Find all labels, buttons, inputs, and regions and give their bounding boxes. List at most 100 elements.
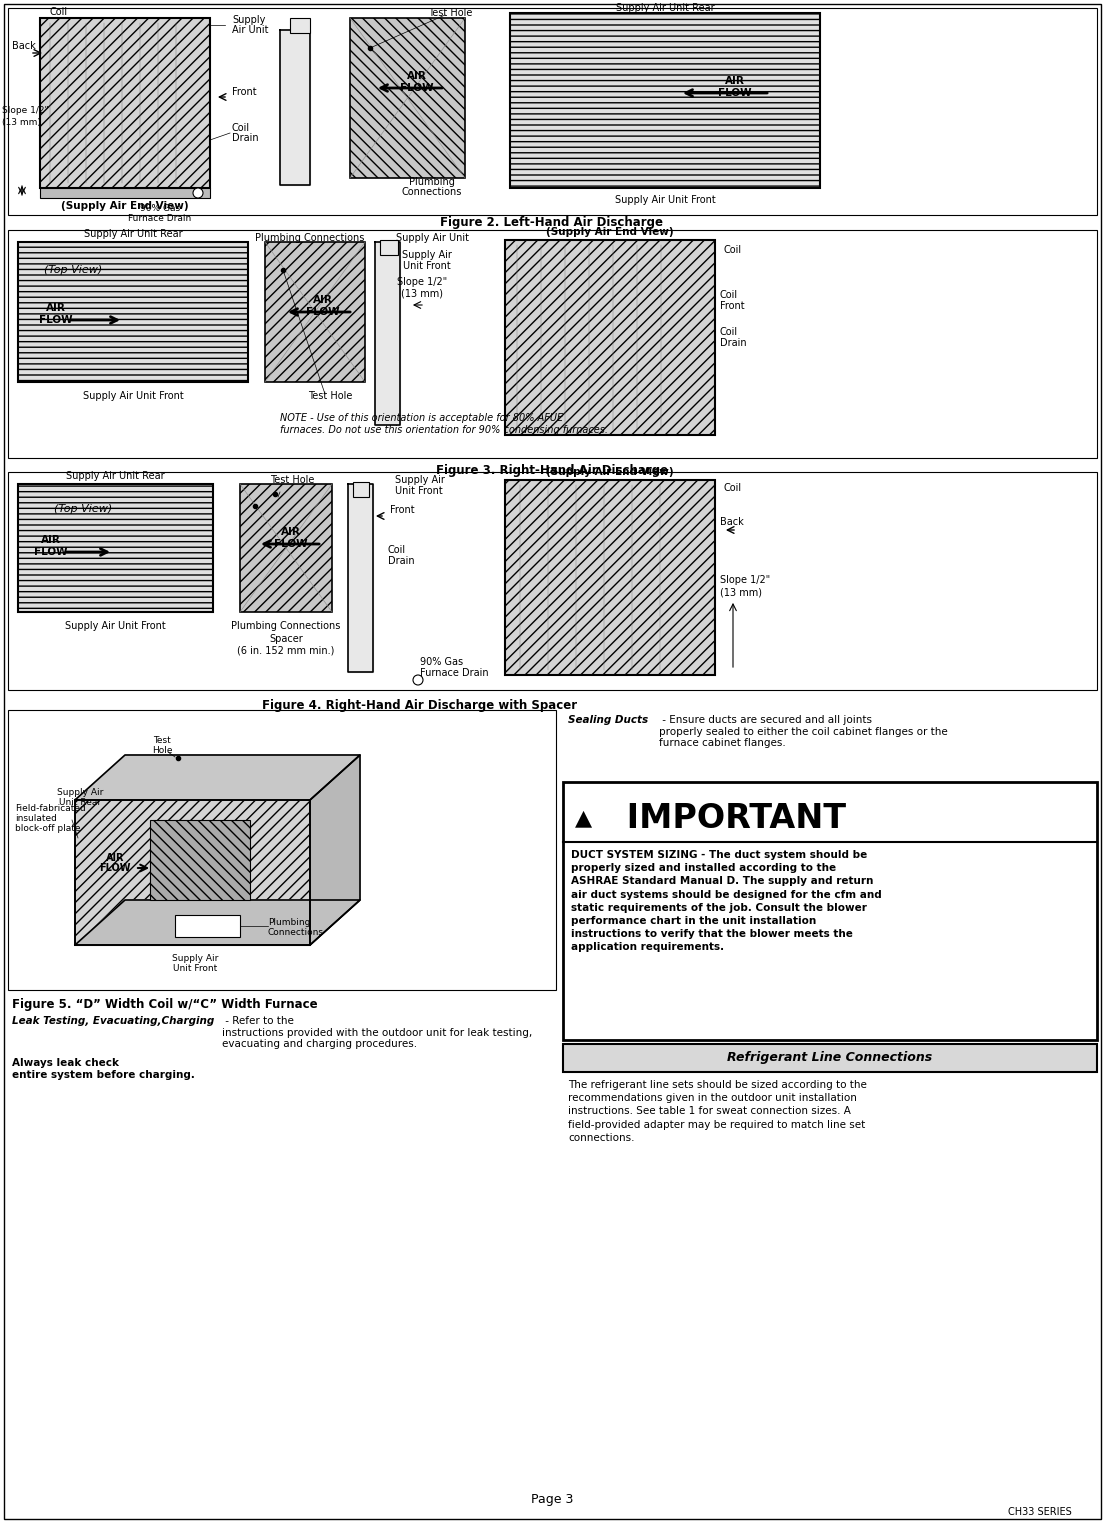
Text: Plumbing Connections: Plumbing Connections bbox=[255, 233, 365, 244]
Text: Air Unit: Air Unit bbox=[232, 24, 269, 35]
Text: AIR: AIR bbox=[407, 72, 427, 81]
Text: Supply Air Unit Rear: Supply Air Unit Rear bbox=[65, 471, 165, 481]
Bar bbox=[380, 241, 398, 254]
Text: Supply: Supply bbox=[232, 15, 265, 24]
Bar bbox=[505, 480, 715, 675]
Text: Leak Testing, Evacuating,Charging: Leak Testing, Evacuating,Charging bbox=[12, 1016, 214, 1027]
Bar bbox=[564, 781, 1097, 1040]
Polygon shape bbox=[311, 755, 360, 944]
Text: (Top View): (Top View) bbox=[54, 504, 112, 513]
Text: Test Hole: Test Hole bbox=[428, 8, 472, 18]
Circle shape bbox=[413, 675, 423, 685]
Text: Page 3: Page 3 bbox=[530, 1494, 573, 1506]
Text: Unit Front: Unit Front bbox=[172, 964, 217, 973]
Text: Plumbing: Plumbing bbox=[409, 177, 455, 187]
Text: FLOW: FLOW bbox=[34, 547, 67, 557]
Text: Plumbing Connections: Plumbing Connections bbox=[231, 621, 340, 631]
Text: CH33 SERIES: CH33 SERIES bbox=[1008, 1506, 1072, 1517]
Text: Front: Front bbox=[232, 87, 256, 97]
Text: Supply Air: Supply Air bbox=[402, 250, 452, 260]
Text: Figure 2. Left-Hand Air Discharge: Figure 2. Left-Hand Air Discharge bbox=[441, 215, 663, 228]
Bar bbox=[290, 18, 311, 34]
Text: Front: Front bbox=[720, 302, 745, 311]
Bar bbox=[40, 18, 210, 187]
Circle shape bbox=[193, 187, 203, 198]
Text: 90% Gas: 90% Gas bbox=[420, 656, 463, 667]
Text: IMPORTANT: IMPORTANT bbox=[615, 801, 846, 835]
Text: Plumbing: Plumbing bbox=[269, 917, 311, 926]
Bar bbox=[40, 187, 210, 198]
Text: (13 mm): (13 mm) bbox=[401, 288, 443, 299]
Text: (13 mm): (13 mm) bbox=[720, 586, 762, 597]
Text: Field-fabricated: Field-fabricated bbox=[15, 804, 86, 812]
Text: FLOW: FLOW bbox=[718, 88, 751, 97]
Bar bbox=[352, 481, 369, 496]
Text: Unit Front: Unit Front bbox=[403, 260, 451, 271]
Text: Test Hole: Test Hole bbox=[270, 475, 314, 484]
Text: Supply Air Unit Rear: Supply Air Unit Rear bbox=[615, 3, 714, 14]
Text: - Refer to the
instructions provided with the outdoor unit for leak testing,
eva: - Refer to the instructions provided wit… bbox=[222, 1016, 533, 1049]
Polygon shape bbox=[75, 800, 311, 944]
Text: Drain: Drain bbox=[388, 556, 414, 567]
Text: Figure 5. “D” Width Coil w/“C” Width Furnace: Figure 5. “D” Width Coil w/“C” Width Fur… bbox=[12, 998, 317, 1011]
Text: Figure 3. Right-Hand Air Discharge: Figure 3. Right-Hand Air Discharge bbox=[436, 463, 669, 477]
Text: Connections: Connections bbox=[402, 187, 462, 196]
Text: ▲: ▲ bbox=[575, 809, 592, 829]
Text: Front: Front bbox=[390, 506, 414, 515]
Text: FLOW: FLOW bbox=[39, 315, 73, 324]
Text: Supply Air Unit Rear: Supply Air Unit Rear bbox=[84, 228, 182, 239]
Text: Coil: Coil bbox=[232, 123, 250, 133]
Text: Test: Test bbox=[154, 736, 171, 745]
Text: Back: Back bbox=[720, 516, 744, 527]
Bar bbox=[505, 241, 715, 436]
Text: AIR: AIR bbox=[281, 527, 301, 538]
Text: Test Hole: Test Hole bbox=[308, 391, 352, 401]
Text: Supply Air Unit Front: Supply Air Unit Front bbox=[83, 391, 183, 401]
Text: Supply Air Unit Front: Supply Air Unit Front bbox=[64, 621, 166, 631]
Text: Drain: Drain bbox=[720, 338, 747, 347]
Text: Unit Rear: Unit Rear bbox=[59, 798, 101, 807]
Text: Furnace Drain: Furnace Drain bbox=[128, 213, 191, 222]
Polygon shape bbox=[348, 484, 373, 672]
Bar bbox=[511, 14, 820, 187]
Text: (Supply Air End View): (Supply Air End View) bbox=[546, 468, 674, 477]
Text: Figure 4. Right-Hand Air Discharge with Spacer: Figure 4. Right-Hand Air Discharge with … bbox=[263, 699, 578, 711]
Text: Supply Air: Supply Air bbox=[56, 787, 103, 797]
Text: (Supply Air End View): (Supply Air End View) bbox=[546, 227, 674, 238]
Text: insulated: insulated bbox=[15, 813, 56, 822]
Text: The refrigerant line sets should be sized according to the
recommendations given: The refrigerant line sets should be size… bbox=[568, 1080, 867, 1142]
Text: AIR: AIR bbox=[41, 535, 61, 545]
Text: Coil: Coil bbox=[388, 545, 407, 554]
Bar bbox=[8, 230, 1097, 458]
Bar bbox=[175, 915, 240, 937]
Text: FLOW: FLOW bbox=[400, 82, 434, 93]
Text: Refrigerant Line Connections: Refrigerant Line Connections bbox=[727, 1051, 933, 1065]
Text: Unit Front: Unit Front bbox=[394, 486, 443, 496]
Text: Sealing Ducts: Sealing Ducts bbox=[568, 714, 649, 725]
Bar bbox=[8, 8, 1097, 215]
Text: Slope 1/2": Slope 1/2" bbox=[720, 576, 770, 585]
Text: - Ensure ducts are secured and all joints
properly sealed to either the coil cab: - Ensure ducts are secured and all joint… bbox=[659, 714, 948, 748]
Text: Connections: Connections bbox=[269, 928, 324, 937]
Text: FLOW: FLOW bbox=[99, 864, 130, 873]
Text: (Top View): (Top View) bbox=[44, 265, 102, 276]
Text: Coil: Coil bbox=[723, 483, 741, 493]
Text: 90% Gas: 90% Gas bbox=[140, 204, 180, 213]
Text: FLOW: FLOW bbox=[274, 539, 308, 548]
Text: Supply Air Unit: Supply Air Unit bbox=[396, 233, 469, 244]
Text: AIR: AIR bbox=[106, 853, 124, 864]
Text: Always leak check
entire system before charging.: Always leak check entire system before c… bbox=[12, 1058, 194, 1080]
Text: Coil: Coil bbox=[720, 327, 738, 337]
Text: FLOW: FLOW bbox=[306, 308, 340, 317]
Text: Spacer: Spacer bbox=[270, 634, 303, 644]
Bar bbox=[350, 18, 465, 178]
Bar bbox=[18, 484, 213, 612]
Text: Back: Back bbox=[12, 41, 35, 50]
Text: Supply Air: Supply Air bbox=[171, 953, 218, 963]
Text: Coil: Coil bbox=[50, 8, 69, 17]
Polygon shape bbox=[75, 900, 360, 944]
Text: Supply Air: Supply Air bbox=[394, 475, 445, 484]
Text: Slope 1/2": Slope 1/2" bbox=[2, 105, 49, 114]
Text: Slope 1/2": Slope 1/2" bbox=[397, 277, 448, 286]
Bar bbox=[18, 242, 248, 382]
